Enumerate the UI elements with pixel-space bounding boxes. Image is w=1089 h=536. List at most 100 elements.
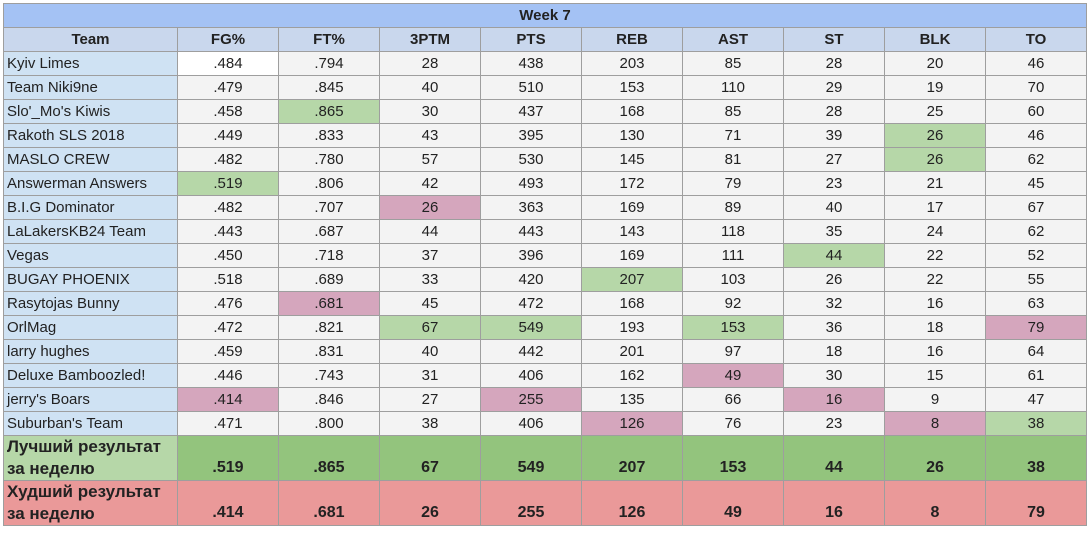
stat-cell-3ptm[interactable]: 40	[379, 339, 481, 364]
column-header-blk[interactable]: BLK	[884, 27, 986, 52]
stat-cell-blk[interactable]: 26	[884, 123, 986, 148]
stat-cell-ast[interactable]: 85	[682, 99, 784, 124]
team-name-cell[interactable]: Team Niki9ne	[3, 75, 178, 100]
worst-value-to[interactable]: 79	[985, 480, 1087, 526]
stat-cell-ast[interactable]: 92	[682, 291, 784, 316]
stat-cell-reb[interactable]: 172	[581, 171, 683, 196]
stat-cell-ft[interactable]: .743	[278, 363, 380, 388]
stat-cell-fg[interactable]: .443	[177, 219, 279, 244]
stat-cell-pts[interactable]: 510	[480, 75, 582, 100]
stat-cell-blk[interactable]: 8	[884, 411, 986, 436]
stat-cell-reb[interactable]: 143	[581, 219, 683, 244]
worst-value-blk[interactable]: 8	[884, 480, 986, 526]
stat-cell-ft[interactable]: .845	[278, 75, 380, 100]
worst-value-ast[interactable]: 49	[682, 480, 784, 526]
stat-cell-reb[interactable]: 169	[581, 243, 683, 268]
stat-cell-blk[interactable]: 22	[884, 267, 986, 292]
stat-cell-reb[interactable]: 162	[581, 363, 683, 388]
stat-cell-ft[interactable]: .687	[278, 219, 380, 244]
stat-cell-blk[interactable]: 24	[884, 219, 986, 244]
stat-cell-3ptm[interactable]: 30	[379, 99, 481, 124]
stat-cell-ast[interactable]: 89	[682, 195, 784, 220]
stat-cell-to[interactable]: 70	[985, 75, 1087, 100]
stat-cell-to[interactable]: 55	[985, 267, 1087, 292]
stat-cell-fg[interactable]: .482	[177, 195, 279, 220]
stat-cell-pts[interactable]: 363	[480, 195, 582, 220]
column-header-3ptm[interactable]: 3PTM	[379, 27, 481, 52]
best-value-blk[interactable]: 26	[884, 435, 986, 481]
stat-cell-3ptm[interactable]: 33	[379, 267, 481, 292]
stat-cell-3ptm[interactable]: 43	[379, 123, 481, 148]
stat-cell-reb[interactable]: 193	[581, 315, 683, 340]
stat-cell-pts[interactable]: 255	[480, 387, 582, 412]
stat-cell-ast[interactable]: 85	[682, 51, 784, 76]
stat-cell-st[interactable]: 35	[783, 219, 885, 244]
column-header-ast[interactable]: AST	[682, 27, 784, 52]
stat-cell-blk[interactable]: 17	[884, 195, 986, 220]
stat-cell-st[interactable]: 40	[783, 195, 885, 220]
team-name-cell[interactable]: MASLO CREW	[3, 147, 178, 172]
worst-value-pts[interactable]: 255	[480, 480, 582, 526]
stat-cell-reb[interactable]: 203	[581, 51, 683, 76]
stat-cell-pts[interactable]: 442	[480, 339, 582, 364]
team-name-cell[interactable]: Slo'_Mo's Kiwis	[3, 99, 178, 124]
stat-cell-pts[interactable]: 395	[480, 123, 582, 148]
stat-cell-fg[interactable]: .446	[177, 363, 279, 388]
stat-cell-st[interactable]: 28	[783, 51, 885, 76]
stat-cell-ft[interactable]: .865	[278, 99, 380, 124]
stat-cell-reb[interactable]: 201	[581, 339, 683, 364]
stat-cell-fg[interactable]: .518	[177, 267, 279, 292]
stat-cell-ast[interactable]: 97	[682, 339, 784, 364]
stat-cell-3ptm[interactable]: 44	[379, 219, 481, 244]
best-result-label[interactable]: Лучший результат за неделю	[3, 435, 178, 481]
stat-cell-3ptm[interactable]: 38	[379, 411, 481, 436]
stat-cell-ast[interactable]: 66	[682, 387, 784, 412]
stat-cell-ast[interactable]: 110	[682, 75, 784, 100]
column-header-pts[interactable]: PTS	[480, 27, 582, 52]
stat-cell-ast[interactable]: 103	[682, 267, 784, 292]
stat-cell-3ptm[interactable]: 67	[379, 315, 481, 340]
stat-cell-to[interactable]: 46	[985, 51, 1087, 76]
stat-cell-blk[interactable]: 19	[884, 75, 986, 100]
stat-cell-st[interactable]: 18	[783, 339, 885, 364]
stat-cell-ast[interactable]: 81	[682, 147, 784, 172]
team-name-cell[interactable]: larry hughes	[3, 339, 178, 364]
stat-cell-3ptm[interactable]: 37	[379, 243, 481, 268]
stat-cell-3ptm[interactable]: 28	[379, 51, 481, 76]
stat-cell-blk[interactable]: 15	[884, 363, 986, 388]
team-name-cell[interactable]: jerry's Boars	[3, 387, 178, 412]
stat-cell-to[interactable]: 46	[985, 123, 1087, 148]
stat-cell-ft[interactable]: .831	[278, 339, 380, 364]
stat-cell-ast[interactable]: 49	[682, 363, 784, 388]
worst-value-st[interactable]: 16	[783, 480, 885, 526]
stat-cell-ft[interactable]: .718	[278, 243, 380, 268]
stat-cell-pts[interactable]: 396	[480, 243, 582, 268]
stat-cell-reb[interactable]: 207	[581, 267, 683, 292]
stat-cell-to[interactable]: 79	[985, 315, 1087, 340]
column-header-team[interactable]: Team	[3, 27, 178, 52]
stat-cell-st[interactable]: 23	[783, 171, 885, 196]
team-name-cell[interactable]: Suburban's Team	[3, 411, 178, 436]
stat-cell-st[interactable]: 39	[783, 123, 885, 148]
stat-cell-pts[interactable]: 549	[480, 315, 582, 340]
stat-cell-fg[interactable]: .471	[177, 411, 279, 436]
stat-cell-reb[interactable]: 169	[581, 195, 683, 220]
stat-cell-to[interactable]: 60	[985, 99, 1087, 124]
team-name-cell[interactable]: Deluxe Bamboozled!	[3, 363, 178, 388]
stat-cell-ast[interactable]: 79	[682, 171, 784, 196]
stat-cell-fg[interactable]: .458	[177, 99, 279, 124]
stat-cell-ft[interactable]: .806	[278, 171, 380, 196]
team-name-cell[interactable]: Vegas	[3, 243, 178, 268]
stat-cell-ft[interactable]: .833	[278, 123, 380, 148]
stat-cell-3ptm[interactable]: 57	[379, 147, 481, 172]
stat-cell-pts[interactable]: 437	[480, 99, 582, 124]
stat-cell-3ptm[interactable]: 42	[379, 171, 481, 196]
stat-cell-fg[interactable]: .450	[177, 243, 279, 268]
best-value-pts[interactable]: 549	[480, 435, 582, 481]
column-header-fg[interactable]: FG%	[177, 27, 279, 52]
stat-cell-ast[interactable]: 153	[682, 315, 784, 340]
stat-cell-to[interactable]: 52	[985, 243, 1087, 268]
stat-cell-st[interactable]: 26	[783, 267, 885, 292]
worst-value-3ptm[interactable]: 26	[379, 480, 481, 526]
best-value-st[interactable]: 44	[783, 435, 885, 481]
